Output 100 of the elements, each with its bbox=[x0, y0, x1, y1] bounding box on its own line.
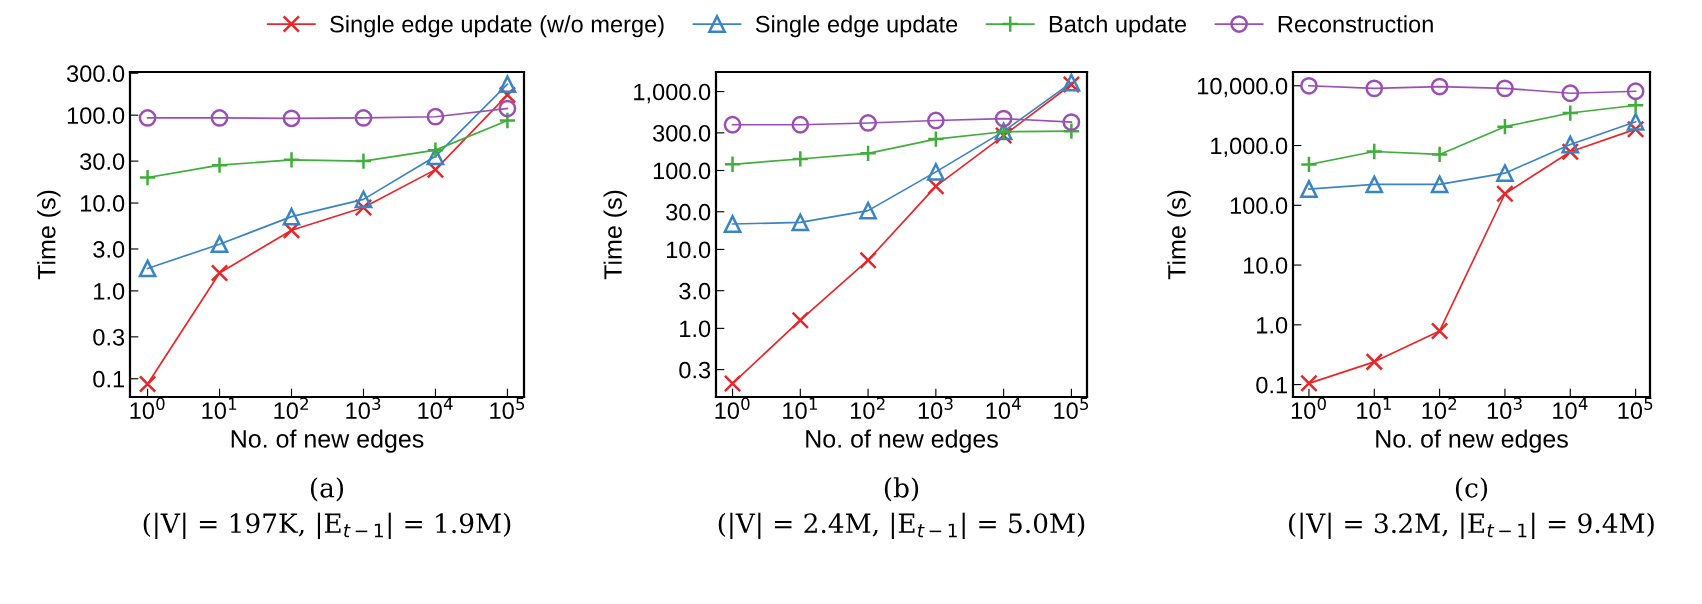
point bbox=[1300, 180, 1318, 198]
point bbox=[138, 109, 157, 127]
point bbox=[791, 311, 810, 330]
point bbox=[1365, 79, 1384, 98]
legend-label: Reconstruction bbox=[1278, 15, 1433, 33]
y-tick-label: 10,000.0 bbox=[1198, 77, 1288, 98]
point bbox=[926, 111, 945, 130]
point bbox=[1300, 76, 1318, 95]
point bbox=[1365, 352, 1384, 371]
y-tick-label: 0.1 bbox=[1256, 376, 1287, 394]
x-tick-label: 10$^{3}$ bbox=[346, 397, 381, 420]
x-tick-label: 10$^{1}$ bbox=[783, 397, 817, 420]
x-tick-label: 10$^{0}$ bbox=[130, 397, 165, 420]
point bbox=[859, 144, 877, 163]
point bbox=[723, 374, 742, 393]
point bbox=[1626, 112, 1645, 131]
y-tick-label: 10.0 bbox=[1243, 257, 1288, 274]
point bbox=[1062, 113, 1081, 132]
point bbox=[498, 99, 517, 118]
point bbox=[1561, 135, 1580, 154]
y-tick-label: 3.0 bbox=[679, 282, 711, 300]
y-tick-label: 1.0 bbox=[680, 320, 711, 338]
point bbox=[1430, 145, 1449, 164]
point bbox=[354, 152, 373, 170]
y-tick-label: 30.0 bbox=[80, 153, 125, 170]
y-tick-label: 1,000.0 bbox=[1211, 137, 1288, 158]
x-axis-title: No. of new edges bbox=[806, 429, 998, 453]
point bbox=[723, 215, 742, 233]
point bbox=[859, 251, 877, 270]
text: (|V| = 197K, |E$_{t−1}$| = 1.9M) bbox=[143, 512, 511, 540]
text: (|V| = 2.4M, |E$_{t−1}$| = 5.0M) bbox=[718, 512, 1085, 540]
point bbox=[1561, 104, 1580, 122]
point bbox=[1365, 175, 1384, 194]
x-tick-label: 10$^{4}$ bbox=[986, 397, 1021, 420]
point bbox=[723, 115, 742, 134]
point bbox=[791, 213, 810, 232]
y-axis-title: Time (s) bbox=[1167, 190, 1191, 280]
point bbox=[1561, 84, 1580, 103]
y-tick-label: 100.0 bbox=[67, 107, 125, 124]
y-tick-label: 1,000.0 bbox=[634, 83, 711, 104]
y-tick-label: 0.3 bbox=[679, 361, 711, 379]
point bbox=[138, 259, 157, 278]
y-tick-label: 100.0 bbox=[653, 162, 711, 180]
x-tick-label: 10$^{1}$ bbox=[1357, 397, 1391, 420]
point bbox=[498, 111, 517, 130]
point bbox=[1430, 322, 1449, 340]
point bbox=[1300, 374, 1318, 393]
text: (|V| = 3.2M, |E$_{t−1}$| = 9.4M) bbox=[1289, 512, 1654, 540]
text: (c) bbox=[1455, 477, 1488, 502]
point bbox=[791, 150, 810, 168]
point bbox=[498, 75, 517, 94]
x-tick-label: 10$^{2}$ bbox=[274, 397, 308, 420]
y-tick-label: 0.1 bbox=[93, 370, 124, 388]
y-tick-label: 30.0 bbox=[666, 203, 711, 221]
x-tick-label: 10$^{0}$ bbox=[715, 397, 750, 420]
point bbox=[1365, 142, 1384, 161]
point bbox=[210, 264, 229, 282]
x-tick-label: 10$^{2}$ bbox=[1422, 397, 1457, 420]
x-tick-label: 10$^{4}$ bbox=[418, 397, 453, 420]
point bbox=[282, 109, 301, 128]
point bbox=[1626, 82, 1645, 101]
y-tick-label: 300.0 bbox=[66, 65, 125, 83]
point bbox=[1062, 122, 1081, 141]
point bbox=[926, 130, 945, 148]
y-tick-label: 1.0 bbox=[1257, 316, 1288, 334]
text: (a) bbox=[310, 477, 344, 502]
point bbox=[426, 141, 445, 160]
point bbox=[426, 107, 445, 126]
point bbox=[210, 109, 229, 127]
x-tick-label: 10$^{3}$ bbox=[1487, 397, 1522, 420]
x-tick-label: 10$^{2}$ bbox=[850, 397, 885, 420]
legend-label: Batch update bbox=[1049, 15, 1187, 38]
x-tick-label: 10$^{5}$ bbox=[1054, 397, 1089, 420]
x-tick-label: 10$^{5}$ bbox=[1618, 397, 1653, 420]
x-tick-label: 10$^{4}$ bbox=[1553, 397, 1588, 420]
point bbox=[1496, 117, 1514, 136]
point bbox=[282, 207, 301, 226]
y-axis-title: Time (s) bbox=[37, 190, 61, 280]
point bbox=[859, 201, 877, 220]
point bbox=[1496, 79, 1514, 98]
point bbox=[354, 190, 373, 209]
point bbox=[791, 115, 810, 134]
legend-label: Single edge update bbox=[755, 15, 958, 38]
y-tick-label: 0.3 bbox=[93, 328, 125, 346]
point bbox=[210, 235, 229, 254]
point bbox=[210, 156, 229, 175]
y-tick-label: 300.0 bbox=[652, 124, 711, 142]
point bbox=[138, 375, 157, 393]
x-tick-label: 10$^{0}$ bbox=[1291, 397, 1326, 420]
x-tick-label: 10$^{1}$ bbox=[202, 397, 237, 420]
point bbox=[1430, 175, 1449, 194]
x-axis-title: No. of new edges bbox=[1376, 429, 1568, 453]
x-axis-title: No. of new edges bbox=[231, 429, 424, 453]
point bbox=[1496, 164, 1514, 183]
y-tick-label: 10.0 bbox=[80, 195, 125, 212]
y-tick-label: 100.0 bbox=[1230, 197, 1288, 215]
text: (b) bbox=[884, 477, 919, 502]
x-tick-label: 10$^{5}$ bbox=[490, 397, 525, 420]
point bbox=[859, 114, 877, 132]
legend-label: Single edge update (w/o merge) bbox=[330, 15, 664, 38]
